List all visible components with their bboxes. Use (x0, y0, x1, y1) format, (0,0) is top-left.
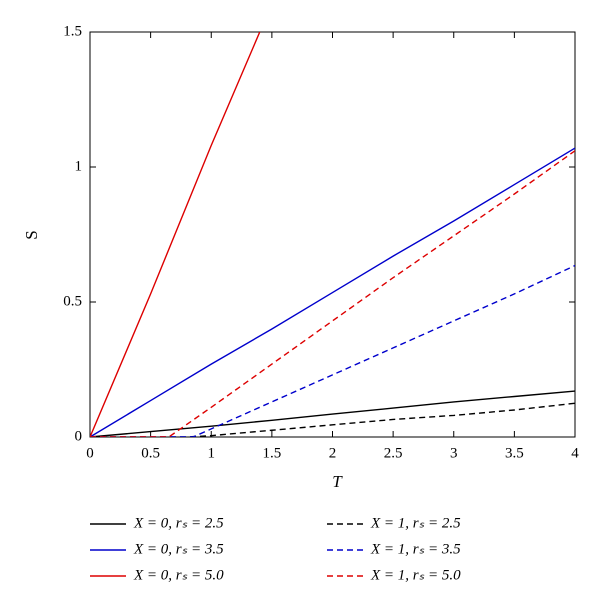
x-tick-label: 2.5 (384, 445, 403, 461)
y-tick-label: 1 (75, 158, 83, 174)
x-tick-label: 4 (571, 445, 579, 461)
y-tick-label: 1.5 (63, 23, 82, 39)
legend-label: X = 0, rₛ = 2.5 (133, 515, 224, 531)
x-tick-label: 0 (86, 445, 94, 461)
series-line (90, 147, 575, 437)
series-line (90, 264, 575, 437)
legend-label: X = 1, rₛ = 3.5 (370, 541, 461, 557)
x-tick-label: 3 (450, 445, 458, 461)
y-tick-label: 0.5 (63, 293, 82, 309)
x-tick-label: 1.5 (263, 445, 282, 461)
legend-label: X = 1, rₛ = 5.0 (370, 567, 461, 583)
x-tick-label: 3.5 (505, 445, 524, 461)
x-tick-label: 2 (329, 445, 337, 461)
plot-frame (89, 31, 576, 438)
x-tick-label: 1 (208, 445, 216, 461)
series-line (90, 390, 575, 437)
series-line (90, 32, 261, 437)
legend-label: X = 1, rₛ = 2.5 (370, 515, 461, 531)
legend-label: X = 0, rₛ = 3.5 (133, 541, 224, 557)
y-axis-label: S (22, 230, 41, 239)
legend-label: X = 0, rₛ = 5.0 (133, 567, 224, 583)
x-tick-label: 0.5 (141, 445, 160, 461)
series-line (90, 402, 575, 437)
y-tick-label: 0 (75, 428, 83, 444)
x-axis-label: T (332, 472, 343, 491)
